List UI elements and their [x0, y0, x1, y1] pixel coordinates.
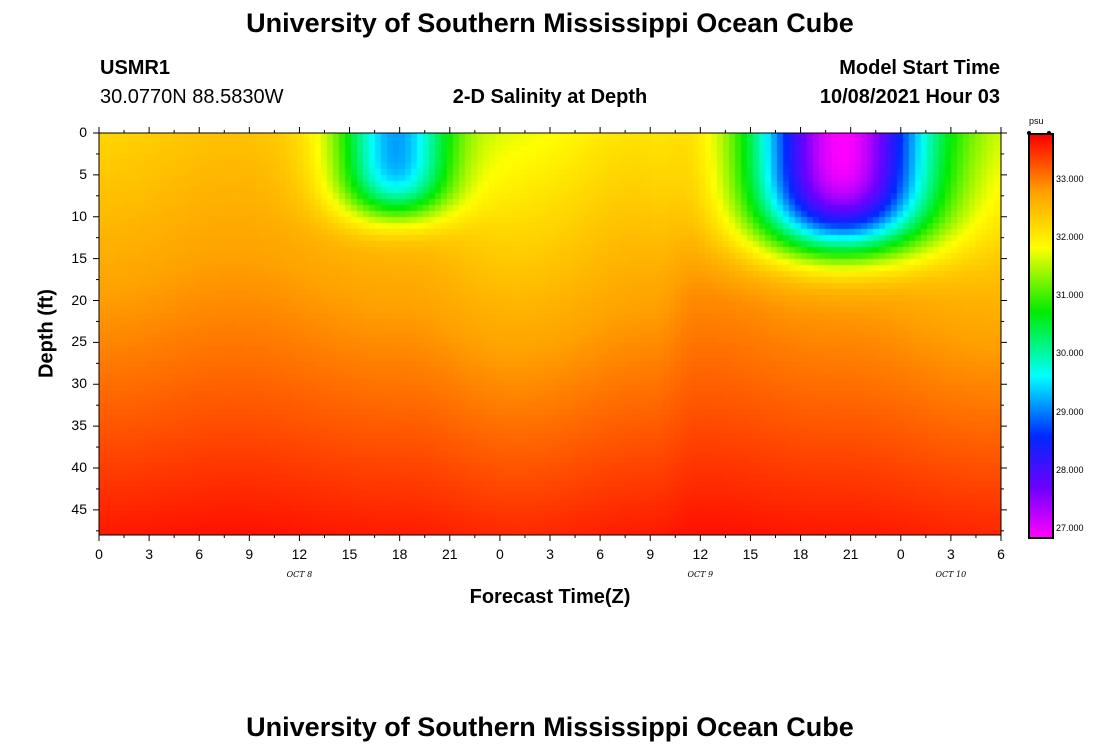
x-tick-label: 12 [692, 546, 709, 562]
x-tick-label: 21 [441, 546, 458, 562]
salinity-heatmap [99, 133, 1001, 540]
x-tick-label: 0 [896, 546, 905, 562]
station-coordinates: 30.0770N 88.5830W [100, 86, 284, 108]
heatmap-canvas [99, 133, 1001, 535]
x-tick-label: 6 [195, 546, 204, 562]
x-tick-label: 6 [596, 546, 604, 562]
x-tick-label: 3 [946, 546, 955, 562]
colorbar-tick-label: 28.000 [1056, 464, 1084, 475]
date-label: OCT 10 [935, 570, 967, 579]
x-tick-label: 3 [145, 546, 153, 562]
x-tick-label: 21 [842, 546, 859, 562]
date-label: OCT 9 [687, 570, 714, 579]
colorbar [1028, 133, 1054, 539]
station-id: USMR1 [100, 57, 171, 79]
page-title: University of Southern Mississippi Ocean… [246, 8, 854, 38]
x-tick-label: 3 [546, 546, 554, 562]
x-tick-label: 18 [391, 546, 408, 562]
x-tick-label: 0 [495, 546, 504, 562]
colorbar-tick-label: 27.000 [1056, 523, 1084, 534]
x-tick-label: 9 [245, 546, 254, 562]
colorbar-tick-label: 31.000 [1056, 290, 1084, 301]
x-tick-label: 12 [291, 546, 308, 562]
y-tick-label: 45 [71, 500, 87, 517]
y-tick-label: 35 [71, 417, 87, 434]
model-start-time: 10/08/2021 Hour 03 [819, 86, 1000, 108]
model-start-label: Model Start Time [839, 57, 1000, 79]
x-tick-label: 15 [742, 546, 759, 562]
x-tick-label: 18 [792, 546, 809, 562]
colorbar-gradient [1028, 133, 1054, 539]
y-tick-label: 40 [71, 459, 87, 475]
plot-title: 2-D Salinity at Depth [452, 86, 648, 108]
y-axis-title: Depth (ft) [35, 289, 58, 378]
y-tick-label: 5 [79, 165, 87, 182]
colorbar-unit: psu [1029, 116, 1044, 126]
colorbar-tick-label: 30.000 [1056, 348, 1084, 359]
x-axis-title: Forecast Time(Z) [469, 586, 631, 608]
x-tick-label: 9 [646, 546, 655, 562]
y-tick-label: 20 [71, 291, 87, 308]
colorbar-tick-label: 29.000 [1056, 406, 1084, 417]
y-tick-label: 25 [71, 333, 87, 350]
y-tick-label: 15 [71, 249, 87, 266]
plot-frame [98, 132, 1002, 536]
y-tick-label: 10 [71, 207, 87, 224]
y-tick-label: 30 [71, 375, 87, 392]
colorbar-tick-label: 32.000 [1056, 231, 1084, 242]
x-tick-label: 6 [997, 546, 1005, 562]
y-tick-label: 0 [79, 124, 87, 140]
x-tick-label: 15 [341, 546, 358, 562]
colorbar-tick-label: 33.000 [1056, 173, 1084, 184]
footer-title: University of Southern Mississippi Ocean… [246, 712, 854, 742]
date-label: OCT 8 [286, 570, 313, 579]
x-tick-label: 0 [95, 546, 103, 562]
